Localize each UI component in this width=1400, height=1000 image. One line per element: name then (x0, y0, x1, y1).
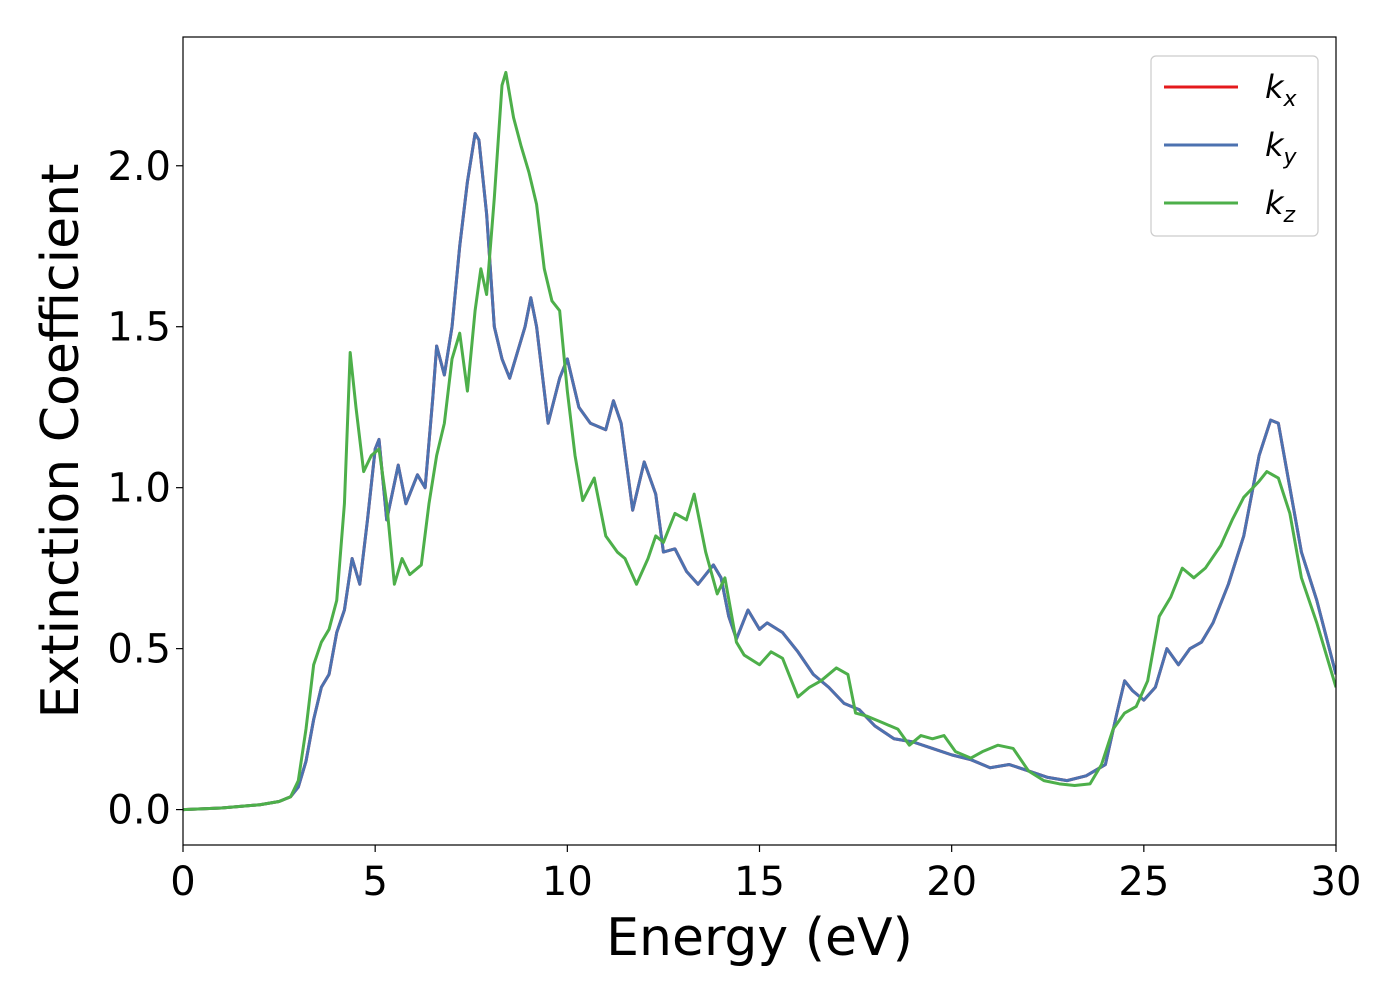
x-axis-ticks: 0 5 10 15 20 25 30 (170, 845, 1361, 905)
series-line-kz (183, 70, 1336, 812)
x-axis-title: Energy (eV) (606, 908, 913, 968)
y-axis-title: Extinction Coefficient (31, 164, 91, 719)
x-tick-label: 20 (926, 859, 977, 905)
y-axis-ticks: 0.0 0.5 1.0 1.5 2.0 (107, 144, 183, 834)
y-tick-label: 2.0 (107, 144, 171, 190)
y-tick-label: 0.5 (107, 627, 171, 673)
y-tick-label: 1.5 (107, 305, 171, 351)
y-tick-label: 1.0 (107, 466, 171, 512)
x-tick-label: 15 (734, 859, 785, 905)
legend-label-kx: kx (1265, 68, 1298, 112)
x-tick-label: 30 (1311, 859, 1362, 905)
y-tick-label: 0.0 (107, 788, 171, 834)
legend-label-ky: ky (1265, 126, 1298, 170)
x-tick-label: 0 (170, 859, 195, 905)
x-tick-label: 25 (1118, 859, 1169, 905)
x-tick-label: 5 (362, 859, 387, 905)
series-layer (183, 70, 1336, 812)
x-tick-label: 10 (542, 859, 593, 905)
